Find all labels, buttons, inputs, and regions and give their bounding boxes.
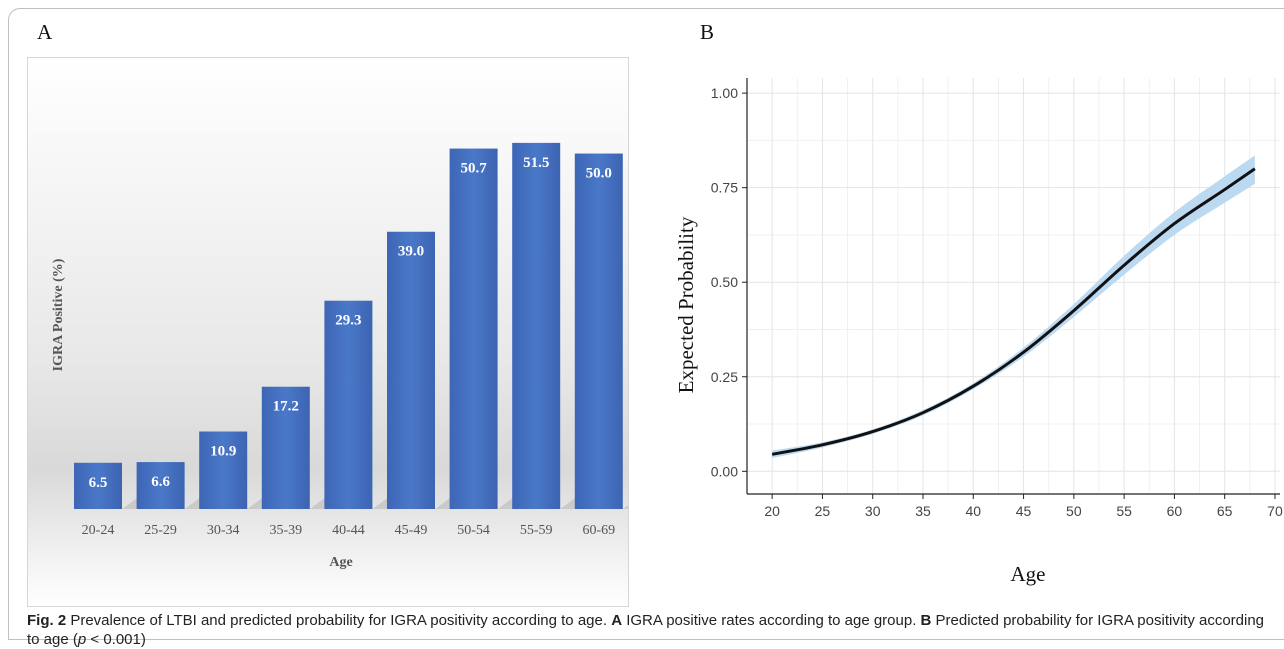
bar-category-label: 30-34	[207, 523, 240, 538]
bar-y-axis-title: IGRA Positive (%)	[51, 258, 66, 371]
x-tick-label: 20	[764, 503, 780, 519]
bar-value-label: 51.5	[523, 155, 549, 171]
bar-55-59	[512, 142, 561, 509]
x-tick-label: 50	[1066, 503, 1082, 519]
bar-category-label: 35-39	[269, 523, 302, 538]
caption-figure-label: Fig. 2	[27, 612, 67, 629]
bar-category-label: 50-54	[457, 523, 490, 538]
caption-text-4: < 0.001)	[86, 631, 146, 648]
line-chart-panel: 20 25 30 35 40 45 50 55 60 65 70 0.00 0.25 0.50 0.75 1…	[640, 60, 1284, 610]
x-tick-label: 65	[1217, 503, 1233, 519]
y-tick-label: 0.25	[711, 369, 738, 385]
y-tick-label: 1.00	[711, 85, 738, 101]
bar-value-label: 6.6	[151, 474, 170, 490]
bar-category-label: 55-59	[520, 523, 553, 538]
x-tick-label: 55	[1116, 503, 1132, 519]
line-y-axis-title: Expected Probability	[674, 216, 698, 393]
caption-text-1: Prevalence of LTBI and predicted probabi…	[66, 612, 612, 629]
bar-30-34	[199, 431, 248, 509]
bar-25-29	[136, 462, 185, 509]
caption-text-2: IGRA positive rates according to age gro…	[622, 612, 921, 629]
predicted-probability-line	[771, 167, 1256, 456]
bar-chart: 6.5 6.6 10.9 17.2 29.3 39.0 50.7 51.5 50.0 20-24…	[28, 58, 683, 606]
bar-45-49	[387, 231, 435, 509]
bar-category-label: 40-44	[332, 523, 365, 538]
bar-value-label: 10.9	[210, 444, 236, 460]
bar-value-label: 29.3	[335, 313, 361, 329]
figure-frame	[8, 8, 1284, 640]
bar-category-label: 20-24	[82, 523, 115, 538]
bar-category-label: 45-49	[395, 523, 428, 538]
line-chart: 20 25 30 35 40 45 50 55 60 65 70 0.00 0.25 0.50 0.75 1…	[674, 78, 1283, 586]
caption-panel-b-ref: B	[920, 612, 932, 629]
caption-p-symbol: p	[77, 631, 87, 648]
x-tick-label: 30	[865, 503, 881, 519]
bar-50-54	[449, 148, 498, 509]
caption-text-3: Predicted probability for IGRA positivit…	[27, 612, 1265, 648]
x-tick-label: 35	[915, 503, 931, 519]
bar-category-label: 60-69	[582, 523, 615, 538]
x-tick-label: 70	[1267, 503, 1283, 519]
bar-x-axis-title: Age	[329, 555, 352, 570]
bar-value-label: 50.7	[460, 161, 487, 177]
bar-60-69	[574, 153, 623, 509]
bar-35-39	[261, 386, 310, 509]
panel-a-label: A	[37, 20, 53, 44]
bar-40-44	[324, 300, 373, 509]
figure-caption: Fig. 2 Prevalence of LTBI and predicted …	[27, 611, 1267, 649]
y-tick-label: 0.75	[711, 180, 738, 196]
x-tick-label: 45	[1016, 503, 1032, 519]
y-tick-label: 0.50	[711, 274, 738, 290]
confidence-band	[772, 155, 1255, 459]
bar-value-label: 39.0	[398, 244, 424, 260]
bar-value-label: 17.2	[273, 399, 299, 415]
bar-20-24	[74, 462, 122, 509]
panel-b-label: B	[700, 20, 715, 44]
x-tick-label: 40	[965, 503, 981, 519]
bar-value-label: 6.5	[89, 475, 108, 491]
y-tick-label: 0.00	[711, 463, 738, 479]
caption-panel-a-ref: A	[611, 612, 623, 629]
line-x-axis-title: Age	[1011, 562, 1046, 586]
bar-category-label: 25-29	[144, 523, 177, 538]
bar-value-label: 50.0	[586, 166, 612, 182]
bar-chart-panel: 6.5 6.6 10.9 17.2 29.3 39.0 50.7 51.5 50.0 20-24…	[27, 57, 683, 607]
x-tick-label: 60	[1167, 503, 1183, 519]
x-tick-label: 25	[815, 503, 831, 519]
